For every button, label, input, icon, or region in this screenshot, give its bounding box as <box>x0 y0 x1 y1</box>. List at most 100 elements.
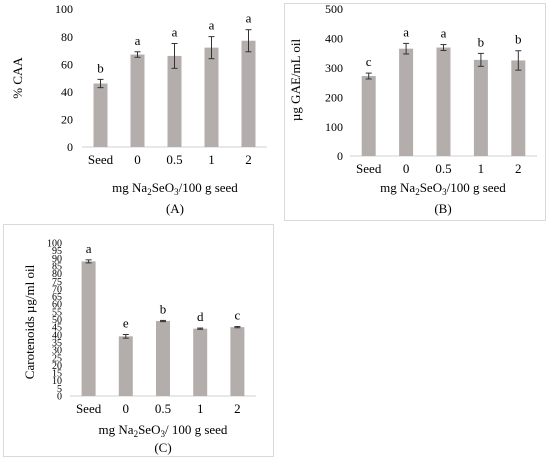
label-part: / 100 g seed <box>165 422 228 437</box>
label-part: mg Na <box>380 180 415 195</box>
y-tick-label: 70 <box>52 284 62 295</box>
y-tick-label: 400 <box>325 32 343 46</box>
x-tick-label: 0.5 <box>435 161 451 176</box>
y-tick-label: 60 <box>61 57 73 71</box>
bar-0 <box>118 336 133 396</box>
significance-letter: c <box>366 54 372 69</box>
x-tick-label: 1 <box>478 161 485 176</box>
x-tick-label: 0.5 <box>166 152 182 167</box>
y-tick-label: 90 <box>52 254 62 265</box>
significance-letter: b <box>515 32 522 47</box>
y-tick-label: 80 <box>52 269 62 280</box>
panel-b-border <box>284 3 546 221</box>
y-tick-label: 40 <box>52 330 62 341</box>
y-tick-label: 35 <box>52 338 62 349</box>
significance-letter: a <box>246 11 252 26</box>
significance-letter: d <box>197 309 204 324</box>
label-part: SeO <box>138 422 160 437</box>
subscript: 3 <box>442 187 447 197</box>
x-axis-label: mg Na2SeO3/ 100 g seed <box>99 422 228 439</box>
y-tick-label: 15 <box>52 369 62 380</box>
label-part: mg Na <box>99 422 134 437</box>
y-tick-label: 50 <box>52 315 62 326</box>
y-axis-label: µg GAE/mL oil <box>288 39 303 122</box>
label-part: /100 g seed <box>179 180 239 195</box>
y-tick-label: 55 <box>52 307 62 318</box>
significance-letter: a <box>135 33 141 48</box>
y-tick-label: 0 <box>337 149 343 163</box>
significance-letter: b <box>478 34 485 49</box>
y-tick-label: 65 <box>52 292 62 303</box>
y-tick-label: 20 <box>52 361 62 372</box>
bar-2 <box>241 40 256 147</box>
x-tick-label: 0.5 <box>155 401 171 416</box>
subscript: 3 <box>160 429 165 439</box>
panel-label: (C) <box>154 440 171 455</box>
x-tick-label: Seed <box>76 401 102 416</box>
y-tick-label: 100 <box>55 2 73 16</box>
chart-panel-b: 0 100 200 300 400 500 c Seed a 0 a 0.5 b 1 b 2 µg GAE/mL… <box>288 2 537 216</box>
significance-letter: a <box>86 241 92 256</box>
subscript: 3 <box>174 187 179 197</box>
label-part: SeO <box>420 180 442 195</box>
significance-letter: e <box>123 315 129 330</box>
x-tick-label: 0 <box>403 161 410 176</box>
y-tick-label: 40 <box>61 85 73 99</box>
bar-0 <box>130 54 145 147</box>
y-tick-label: 0 <box>67 140 73 154</box>
significance-letter: c <box>235 308 241 323</box>
subscript: 2 <box>415 187 420 197</box>
y-tick-label: 80 <box>61 30 73 44</box>
significance-letter: b <box>160 301 167 316</box>
chart-panel-c: 0510152025303540455055606570758085909510… <box>22 239 256 455</box>
y-tick-label: 10 <box>52 376 62 387</box>
bar-1 <box>473 59 488 156</box>
subscript: 2 <box>134 429 139 439</box>
subscript: 2 <box>147 187 152 197</box>
y-tick-label: 500 <box>325 2 343 16</box>
x-tick-label: 1 <box>208 152 215 167</box>
bar-0 <box>399 48 414 156</box>
bar-0.5 <box>156 321 170 396</box>
x-tick-label: Seed <box>356 161 382 176</box>
y-tick-label: 300 <box>325 61 343 75</box>
panel-c-border <box>3 224 274 457</box>
y-tick-label: 100 <box>47 239 62 250</box>
bar-0.5 <box>167 55 182 147</box>
y-tick-label: 200 <box>325 90 343 104</box>
x-axis-label: mg Na2SeO3/100 g seed <box>112 180 238 197</box>
y-tick-label: 100 <box>325 120 343 134</box>
x-tick-label: 2 <box>234 401 241 416</box>
y-tick-label: 20 <box>61 113 73 127</box>
bar-1 <box>193 328 208 396</box>
significance-letter: a <box>209 18 215 33</box>
x-tick-label: 0 <box>134 152 141 167</box>
bar-2 <box>230 327 245 396</box>
y-tick-label: 45 <box>52 323 62 334</box>
bar-Seed <box>81 261 96 396</box>
y-tick-label: 5 <box>57 384 62 395</box>
y-tick-label: 75 <box>52 277 62 288</box>
y-tick-label: 60 <box>52 300 62 311</box>
significance-letter: b <box>97 60 104 75</box>
label-part: SeO <box>152 180 174 195</box>
significance-letter: a <box>172 25 178 40</box>
bar-2 <box>511 60 526 157</box>
x-tick-label: Seed <box>88 152 114 167</box>
x-axis-label: mg Na2SeO3/100 g seed <box>380 180 506 197</box>
label-part: mg Na <box>112 180 147 195</box>
bar-Seed <box>93 83 108 147</box>
y-tick-label: 30 <box>52 346 62 357</box>
x-tick-label: 2 <box>245 152 252 167</box>
x-tick-label: 1 <box>197 401 204 416</box>
bar-Seed <box>361 76 376 156</box>
y-axis-label: % CAA <box>10 57 25 99</box>
panel-label: (A) <box>166 201 184 216</box>
x-tick-label: 0 <box>123 401 130 416</box>
label-part: /100 g seed <box>447 180 507 195</box>
y-tick-label: 95 <box>52 246 62 257</box>
bar-0.5 <box>436 47 451 156</box>
y-tick-label: 0 <box>57 392 62 403</box>
